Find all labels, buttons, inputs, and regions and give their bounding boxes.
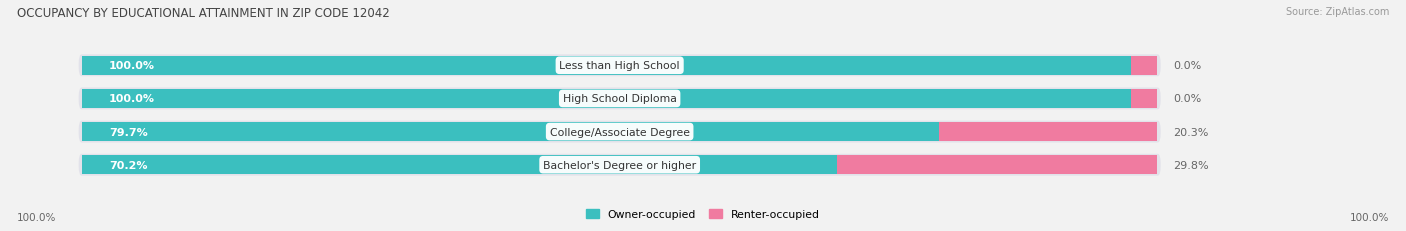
Bar xyxy=(1130,56,1157,76)
Text: 20.3%: 20.3% xyxy=(1174,127,1209,137)
Text: 100.0%: 100.0% xyxy=(108,94,155,104)
Text: Bachelor's Degree or higher: Bachelor's Degree or higher xyxy=(543,160,696,170)
Text: OCCUPANCY BY EDUCATIONAL ATTAINMENT IN ZIP CODE 12042: OCCUPANCY BY EDUCATIONAL ATTAINMENT IN Z… xyxy=(17,7,389,20)
Text: Source: ZipAtlas.com: Source: ZipAtlas.com xyxy=(1285,7,1389,17)
Text: 79.7%: 79.7% xyxy=(108,127,148,137)
Text: Less than High School: Less than High School xyxy=(560,61,681,71)
FancyBboxPatch shape xyxy=(79,154,1161,176)
Bar xyxy=(939,122,1157,142)
Bar xyxy=(82,56,1157,76)
FancyBboxPatch shape xyxy=(79,55,1161,77)
Bar xyxy=(82,122,939,142)
Text: 100.0%: 100.0% xyxy=(17,212,56,222)
Bar xyxy=(82,89,1157,109)
Bar xyxy=(1130,89,1157,109)
FancyBboxPatch shape xyxy=(79,88,1161,110)
Text: 100.0%: 100.0% xyxy=(108,61,155,71)
Text: 29.8%: 29.8% xyxy=(1174,160,1209,170)
Text: College/Associate Degree: College/Associate Degree xyxy=(550,127,690,137)
FancyBboxPatch shape xyxy=(79,121,1161,143)
Text: 0.0%: 0.0% xyxy=(1174,94,1202,104)
Legend: Owner-occupied, Renter-occupied: Owner-occupied, Renter-occupied xyxy=(582,204,824,223)
Text: 70.2%: 70.2% xyxy=(108,160,148,170)
Text: 0.0%: 0.0% xyxy=(1174,61,1202,71)
Text: High School Diploma: High School Diploma xyxy=(562,94,676,104)
Text: 100.0%: 100.0% xyxy=(1350,212,1389,222)
Bar xyxy=(837,155,1157,175)
Bar xyxy=(82,155,837,175)
